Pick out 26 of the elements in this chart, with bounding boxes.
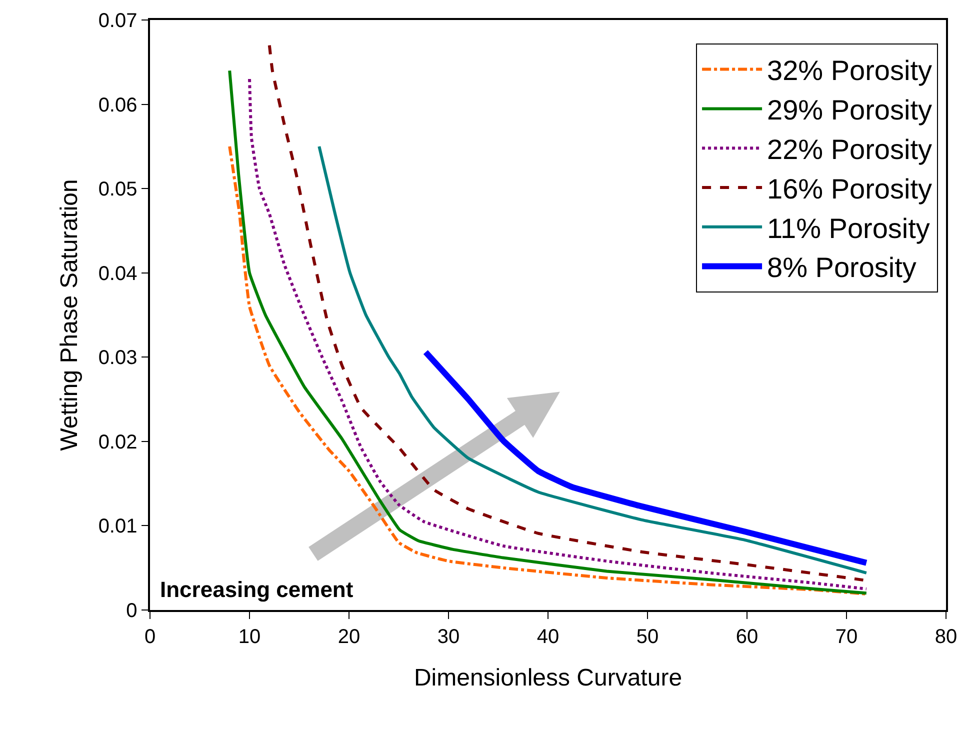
x-tick-label: 60	[736, 626, 758, 648]
legend-label: 8% Porosity	[767, 252, 916, 284]
x-tick-label: 10	[238, 626, 261, 648]
legend-label: 32% Porosity	[767, 55, 932, 86]
y-tick-label: 0.06	[98, 94, 138, 116]
y-tick-label: 0	[126, 600, 138, 622]
y-tick-label: 0.07	[98, 10, 138, 32]
legend-label: 29% Porosity	[767, 94, 932, 126]
y-tick-label: 0.05	[98, 178, 138, 201]
legend-label: 11% Porosity	[767, 212, 930, 244]
x-tick-label: 30	[437, 626, 460, 648]
y-tick-label: 0.01	[98, 516, 138, 538]
x-tick-label: 40	[536, 626, 560, 648]
x-tick-label: 70	[835, 626, 858, 648]
y-tick-label: 0.04	[98, 262, 138, 285]
y-tick-label: 0.02	[98, 431, 138, 454]
x-tick-label: 80	[934, 626, 958, 648]
y-tick-label: 0.03	[98, 347, 138, 370]
legend-label: 22% Porosity	[767, 134, 932, 166]
annotation: Increasing cement	[160, 577, 354, 602]
y-axis-title: Wetting Phase Saturation	[56, 179, 83, 451]
x-axis-title: Dimensionless Curvature	[414, 664, 682, 692]
x-tick-label: 20	[338, 626, 360, 648]
legend-label: 16% Porosity	[767, 173, 932, 204]
x-tick-label: 0	[144, 626, 156, 648]
x-tick-label: 50	[636, 626, 659, 648]
